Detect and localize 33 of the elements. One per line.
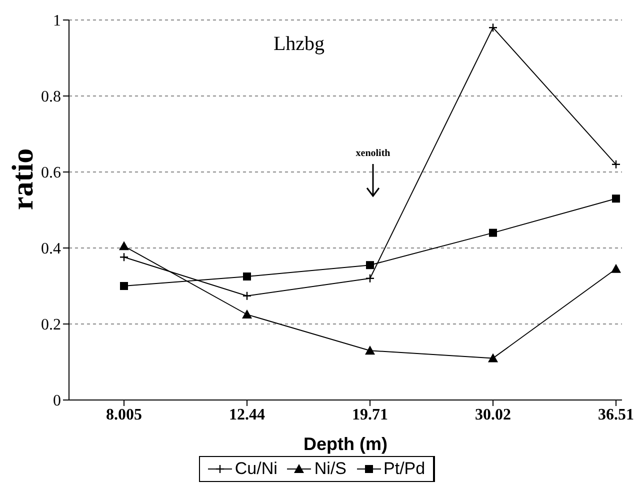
point [488,23,498,32]
y-tick-label: 0.8 [41,88,61,106]
y-axis-title: ratio [6,148,40,210]
x-axis-title: Depth (m) [304,434,388,454]
y-tick-label: 0 [53,392,61,410]
point [366,261,374,270]
y-tick-label: 1 [53,12,61,30]
point [489,228,497,237]
point [611,160,621,169]
annotation: Lhzbg [273,33,325,55]
point [242,310,252,318]
point [365,346,375,355]
legend-label: Ni/S [313,459,347,479]
point [612,194,620,203]
annotation: xenolith [356,148,391,159]
point [365,274,375,283]
point [242,291,252,300]
y-tick-label: 0.4 [41,240,61,258]
x-tick-label: 12.44 [229,406,265,424]
legend-label: Pt/Pd [382,459,426,479]
x-tick-label: 36.51 [598,406,634,424]
y-tick-label: 0.2 [41,316,61,334]
point [611,264,621,273]
point [119,252,129,262]
point [120,282,128,290]
legend-label: Cu/Ni [234,459,278,479]
point [488,353,498,362]
point [243,272,251,280]
x-tick-label: 8.005 [106,406,142,424]
y-tick-label: 0.6 [41,164,61,182]
x-tick-label: 30.02 [475,406,511,424]
point [119,241,129,250]
x-tick-label: 19.71 [352,406,388,424]
